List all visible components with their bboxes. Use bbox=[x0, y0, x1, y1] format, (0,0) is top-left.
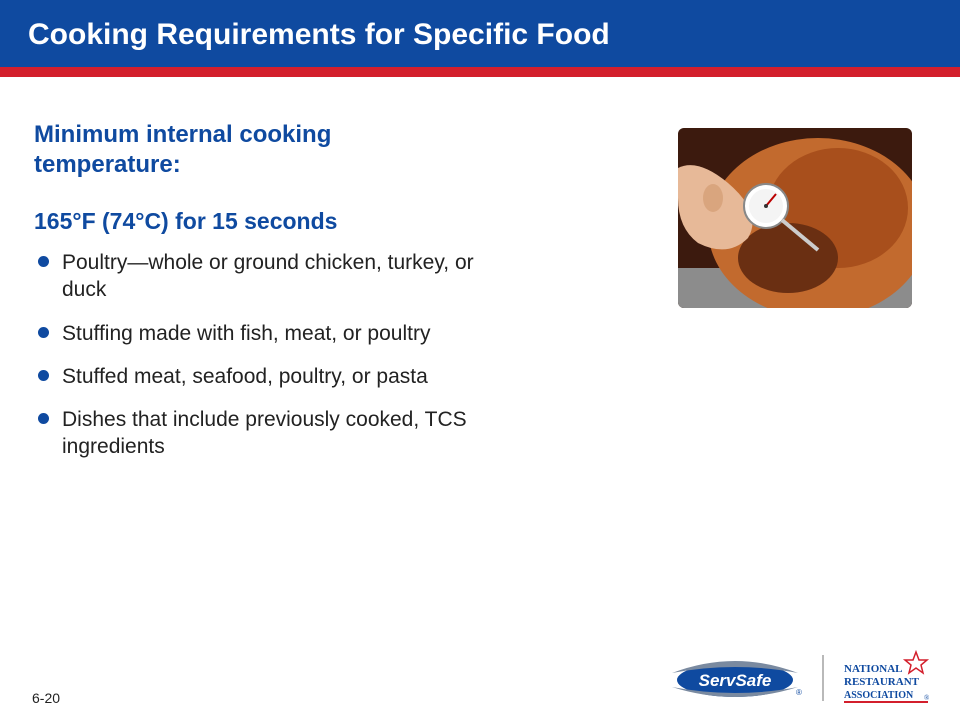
list-item: Poultry—whole or ground chicken, turkey,… bbox=[34, 249, 474, 304]
list-item-text: Poultry—whole or ground chicken, turkey,… bbox=[62, 251, 474, 301]
list-item-text: Dishes that include previously cooked, T… bbox=[62, 408, 467, 458]
list-item: Dishes that include previously cooked, T… bbox=[34, 406, 474, 461]
list-item-text: Stuffing made with fish, meat, or poultr… bbox=[62, 322, 430, 345]
poultry-thermometer-photo bbox=[678, 128, 912, 308]
slide-title: Cooking Requirements for Specific Food bbox=[28, 18, 610, 51]
nra-logo-icon: NATIONAL RESTAURANT ASSOCIATION ® bbox=[842, 650, 932, 706]
subheading: Minimum internal cooking temperature: bbox=[34, 120, 434, 180]
photo-illustration-icon bbox=[678, 128, 912, 308]
header-bar: Cooking Requirements for Specific Food bbox=[0, 0, 960, 67]
logo-separator bbox=[822, 655, 824, 701]
logo-group: ServSafe ® NATIONAL RESTAURANT ASSOCIATI… bbox=[666, 650, 932, 706]
footer: 6-20 ServSafe ® NATIONAL RESTAURANT ASSO… bbox=[32, 650, 932, 706]
servsafe-logo-icon: ServSafe ® bbox=[666, 655, 804, 701]
list-item: Stuffing made with fish, meat, or poultr… bbox=[34, 320, 474, 347]
svg-text:ASSOCIATION: ASSOCIATION bbox=[844, 690, 914, 701]
svg-text:®: ® bbox=[796, 688, 802, 697]
svg-text:®: ® bbox=[924, 694, 930, 702]
page-number: 6-20 bbox=[32, 690, 60, 706]
list-item-text: Stuffed meat, seafood, poultry, or pasta bbox=[62, 365, 428, 388]
list-item: Stuffed meat, seafood, poultry, or pasta bbox=[34, 363, 474, 390]
svg-text:NATIONAL: NATIONAL bbox=[844, 663, 902, 675]
svg-text:RESTAURANT: RESTAURANT bbox=[844, 676, 920, 688]
slide: Cooking Requirements for Specific Food M… bbox=[0, 0, 960, 720]
svg-text:ServSafe: ServSafe bbox=[699, 671, 772, 690]
bullet-list: Poultry—whole or ground chicken, turkey,… bbox=[34, 249, 474, 461]
red-divider bbox=[0, 67, 960, 77]
